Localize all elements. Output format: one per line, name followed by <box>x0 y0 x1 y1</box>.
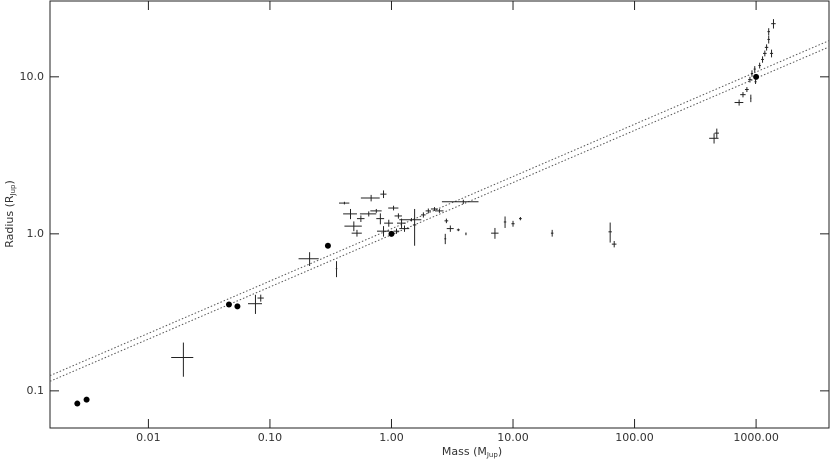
y-tick-label: 1.0 <box>27 227 45 240</box>
model-line <box>49 46 830 382</box>
reference-point <box>324 242 331 249</box>
reference-point <box>234 303 241 310</box>
x-tick-label: 1.00 <box>379 431 404 444</box>
y-tick-label: 0.1 <box>27 384 45 397</box>
x-label-text: Mass (M <box>442 445 487 458</box>
y-axis-label: Radius (RJup) <box>3 180 17 248</box>
model-line <box>49 40 830 377</box>
x-axis-label: Mass (MJup) <box>442 445 502 459</box>
y-tick-label: 10.0 <box>20 70 45 83</box>
reference-point <box>753 73 760 80</box>
reference-point <box>74 400 81 407</box>
x-tick-label: 10.00 <box>497 431 529 444</box>
reference-point <box>83 396 90 403</box>
x-label-sub: Jup <box>486 451 499 459</box>
y-label-sub: Jup <box>9 184 17 197</box>
x-tick-label: 1000.00 <box>733 431 779 444</box>
x-label-end: ) <box>498 445 502 458</box>
x-tick-label: 0.10 <box>258 431 283 444</box>
y-label-text: Radius (R <box>3 195 16 248</box>
reference-point <box>388 230 395 237</box>
x-tick-label: 100.00 <box>615 431 654 444</box>
plot-frame <box>49 0 830 429</box>
x-tick-label: 0.01 <box>136 431 161 444</box>
reference-point <box>225 301 232 308</box>
y-label-end: ) <box>3 180 16 184</box>
